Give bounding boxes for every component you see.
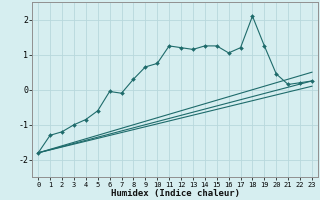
X-axis label: Humidex (Indice chaleur): Humidex (Indice chaleur)	[111, 189, 240, 198]
